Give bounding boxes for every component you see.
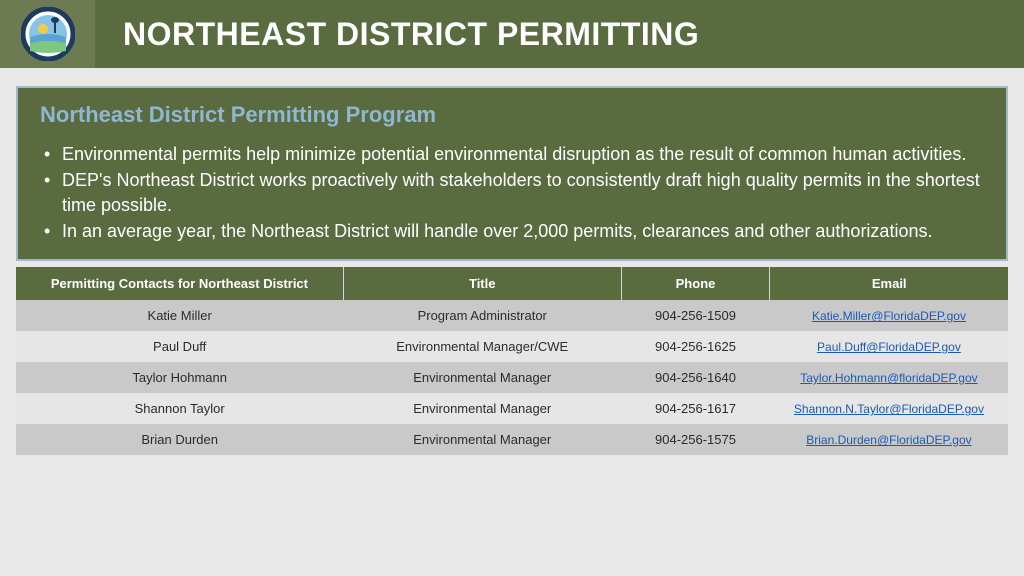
table-header-row: Permitting Contacts for Northeast Distri… [16,267,1008,300]
content-subtitle: Northeast District Permitting Program [40,102,984,128]
bullet-item: Environmental permits help minimize pote… [44,142,984,166]
contacts-table: Permitting Contacts for Northeast Distri… [16,267,1008,455]
cell-phone: 904-256-1575 [621,424,770,455]
email-link[interactable]: Shannon.N.Taylor@FloridaDEP.gov [794,402,984,416]
cell-phone: 904-256-1617 [621,393,770,424]
cell-email: Taylor.Hohmann@floridaDEP.gov [770,362,1008,393]
col-header-title: Title [343,267,621,300]
cell-name: Taylor Hohmann [16,362,343,393]
cell-phone: 904-256-1509 [621,300,770,331]
cell-phone: 904-256-1640 [621,362,770,393]
email-link[interactable]: Taylor.Hohmann@floridaDEP.gov [800,371,977,385]
email-link[interactable]: Brian.Durden@FloridaDEP.gov [806,433,971,447]
cell-email: Shannon.N.Taylor@FloridaDEP.gov [770,393,1008,424]
table-row: Brian DurdenEnvironmental Manager904-256… [16,424,1008,455]
table-body: Katie MillerProgram Administrator904-256… [16,300,1008,455]
cell-name: Brian Durden [16,424,343,455]
cell-name: Shannon Taylor [16,393,343,424]
header-bar: NORTHEAST DISTRICT PERMITTING [0,0,1024,68]
table-row: Katie MillerProgram Administrator904-256… [16,300,1008,331]
bullet-item: In an average year, the Northeast Distri… [44,219,984,243]
email-link[interactable]: Katie.Miller@FloridaDEP.gov [812,309,966,323]
cell-title: Environmental Manager [343,362,621,393]
col-header-email: Email [770,267,1008,300]
bullet-list: Environmental permits help minimize pote… [40,142,984,243]
cell-email: Paul.Duff@FloridaDEP.gov [770,331,1008,362]
cell-title: Environmental Manager [343,393,621,424]
cell-email: Brian.Durden@FloridaDEP.gov [770,424,1008,455]
cell-title: Environmental Manager [343,424,621,455]
cell-name: Katie Miller [16,300,343,331]
page-title: NORTHEAST DISTRICT PERMITTING [123,16,699,53]
col-header-name: Permitting Contacts for Northeast Distri… [16,267,343,300]
cell-name: Paul Duff [16,331,343,362]
bullet-item: DEP's Northeast District works proactive… [44,168,984,217]
col-header-phone: Phone [621,267,770,300]
cell-title: Program Administrator [343,300,621,331]
table-row: Shannon TaylorEnvironmental Manager904-2… [16,393,1008,424]
cell-phone: 904-256-1625 [621,331,770,362]
dep-logo-icon [21,7,75,61]
logo-container [0,0,95,68]
table-row: Taylor HohmannEnvironmental Manager904-2… [16,362,1008,393]
table-row: Paul DuffEnvironmental Manager/CWE904-25… [16,331,1008,362]
email-link[interactable]: Paul.Duff@FloridaDEP.gov [817,340,961,354]
contacts-table-container: Permitting Contacts for Northeast Distri… [16,267,1008,455]
cell-email: Katie.Miller@FloridaDEP.gov [770,300,1008,331]
content-panel: Northeast District Permitting Program En… [16,86,1008,261]
cell-title: Environmental Manager/CWE [343,331,621,362]
